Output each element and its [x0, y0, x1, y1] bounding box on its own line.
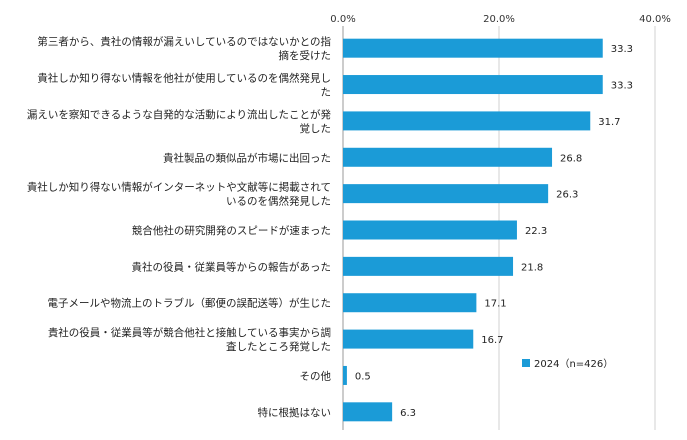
category-label: 第三者から、貴社の情報が漏えいしているのではないかとの指: [37, 35, 331, 48]
legend: 2024（n=426）: [522, 358, 613, 370]
value-label: 33.3: [611, 44, 633, 55]
bar: [343, 38, 603, 58]
x-tick-label: 0.0%: [330, 14, 355, 25]
value-label: 26.8: [560, 153, 582, 164]
category-label: 競合他社の研究開発のスピードが速まった: [132, 224, 331, 237]
category-label: 漏えいを察知できるような自発的な活動により流出したことが発: [27, 108, 332, 121]
legend-label: 2024（n=426）: [534, 358, 613, 370]
value-label: 6.3: [400, 408, 416, 419]
value-label: 22.3: [525, 226, 547, 237]
x-tick-label: 40.0%: [639, 14, 671, 25]
category-label: いるのを偶然発見した: [226, 195, 331, 208]
category-label: 貴社しか知り得ない情報を他社が使用しているのを偶然発見し: [37, 72, 331, 85]
bars: [343, 38, 603, 422]
value-label: 33.3: [611, 81, 633, 92]
legend-swatch: [522, 359, 530, 367]
category-label: 特に根拠はない: [258, 406, 332, 419]
category-label: 貴社しか知り得ない情報がインターネットや文献等に掲載されて: [27, 181, 331, 194]
category-label: 貴社の役員・従業員等からの報告があった: [132, 260, 332, 273]
bar: [343, 402, 393, 422]
category-label: 査したところ発覚した: [226, 340, 331, 353]
category-label: た: [321, 87, 332, 99]
bar: [343, 365, 347, 385]
category-label: その他: [300, 369, 332, 382]
bar: [343, 220, 517, 240]
labels: 0.0% 20.0% 40.0% 33.3 第三者から、貴社の情報が漏えいしているのでは…: [27, 14, 671, 419]
bar: [343, 75, 603, 95]
category-label: 貴社の役員・従業員等が競合他社と接触している事実から調: [48, 326, 331, 339]
category-label: 摘を受けた: [279, 49, 332, 62]
category-label: 電子メールや物流上のトラブル（郵便の誤配送等）が生じた: [48, 297, 332, 310]
value-label: 21.8: [521, 262, 543, 273]
value-label: 17.1: [484, 299, 506, 310]
category-label: 貴社製品の類似品が市場に出回った: [163, 151, 331, 164]
x-tick-label: 20.0%: [483, 14, 515, 25]
bar: [343, 184, 549, 204]
value-label: 16.7: [481, 335, 503, 346]
category-label: 覚した: [300, 122, 332, 135]
bar: [343, 147, 553, 167]
bar: [343, 329, 474, 349]
value-label: 26.3: [556, 190, 578, 201]
bar: [343, 293, 477, 313]
bar: [343, 256, 514, 276]
value-label: 0.5: [355, 371, 371, 382]
value-label: 31.7: [598, 117, 620, 128]
bar: [343, 111, 591, 131]
